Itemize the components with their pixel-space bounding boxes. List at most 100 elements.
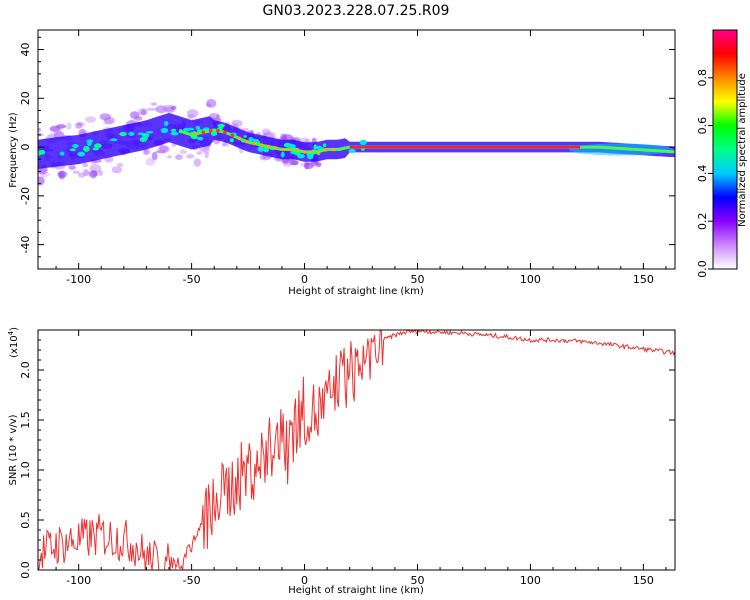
snr-series-line — [38, 330, 675, 570]
spectrogram-signal-blob — [171, 128, 177, 132]
spectrogram-peak-dot — [302, 150, 307, 154]
spectrogram-peak-dot — [288, 147, 292, 152]
x-tick-label: 50 — [410, 273, 424, 286]
x-tick-label: 150 — [633, 273, 654, 286]
spectrogram-noise-blob — [187, 109, 199, 118]
spectrogram-noise-blob — [196, 151, 202, 155]
spectrogram-signal-blob — [348, 148, 356, 153]
spectrogram-signal-blob — [170, 131, 179, 136]
spectrogram-noise-blob — [309, 160, 319, 167]
spectrogram-noise-blob — [82, 163, 88, 168]
spectrogram-noise-blob — [38, 127, 42, 132]
x-tick-label: 0 — [301, 574, 308, 587]
snr-y-axis-label: SNR (10 * v/v) — [8, 414, 19, 485]
spectrogram-noise-blob — [185, 154, 195, 159]
spectrogram-noise-blob — [221, 141, 228, 146]
spectrogram-noise-blob — [179, 149, 187, 155]
spectrogram-peak-dot — [259, 143, 264, 147]
spectrogram-noise-blob — [75, 122, 83, 129]
spectrogram-noise-blob — [56, 124, 67, 129]
spectrogram-signal-blob — [243, 135, 247, 138]
x-tick-label: 150 — [633, 574, 654, 587]
y-tick-label: -40 — [19, 236, 32, 254]
spectrogram-peak-dot — [266, 144, 271, 149]
spectrogram-signal-blob — [77, 151, 86, 157]
spectrogram-peak-dot — [310, 150, 314, 154]
spectrogram-noise-blob — [88, 170, 98, 179]
spectrogram-noise-blob — [158, 145, 170, 154]
spectrogram-signal-blob — [251, 138, 259, 142]
spectrogram-signal-blob — [183, 127, 191, 132]
x-tick-label: 100 — [520, 574, 541, 587]
spectrogram-peak-dot — [230, 133, 235, 138]
spectrogram-peak-dot — [208, 129, 213, 133]
x-tick-label: -100 — [66, 574, 91, 587]
spectrogram-noise-blob — [68, 165, 77, 170]
spectrogram-panel: -100 -50 0 50 100 150 -40 -20 0 20 40 Height of s… — [8, 29, 676, 297]
y-tick-label: 20 — [19, 91, 32, 105]
spectrogram-peak-dot — [216, 129, 220, 133]
spectrogram-peak-dot — [324, 147, 329, 152]
x-tick-label: 0 — [301, 273, 308, 286]
spectrogram-noise-blob — [99, 113, 112, 121]
y-tick-label: 1.5 — [19, 411, 32, 429]
snr-panel: -100 -50 0 50 100 150 0.0 0.5 1.0 1.5 2.0 Height … — [7, 327, 676, 596]
spectrogram-signal-blob — [39, 149, 46, 155]
spectrogram-noise-blob — [58, 170, 66, 180]
spectrogram-noise-blob — [282, 159, 293, 167]
spectrogram-noise-blob — [143, 149, 149, 155]
spectrogram-noise-blob — [66, 122, 72, 130]
spectrogram-signal-blob — [145, 134, 148, 141]
colorbar-tick-label: 0.6 — [696, 117, 709, 135]
y-tick-label: -20 — [19, 187, 32, 205]
spectrogram-peak-dot — [237, 136, 242, 141]
spectrogram-peak-dot — [331, 147, 336, 152]
spectrogram-signal-blob — [164, 121, 169, 126]
x-tick-label: -50 — [183, 273, 201, 286]
spectrogram-noise-blob — [171, 143, 176, 147]
spectrogram-noise-blob — [193, 158, 202, 167]
spectrogram-peak-dot — [273, 146, 278, 150]
y-tick-label: 1.0 — [19, 461, 32, 479]
spectrogram-peak-dot — [194, 132, 198, 136]
spectrogram-noise-blob — [89, 164, 102, 173]
colorbar-label: Normalized spectral amplitude — [737, 73, 748, 227]
spectrogram-noise-blob — [98, 170, 103, 176]
colorbar-tick-label: 0.4 — [696, 165, 709, 183]
spectrogram-noise-blob — [145, 157, 155, 166]
spectrogram-noise-blob — [117, 163, 124, 168]
spectrogram-noise-blob — [52, 128, 62, 136]
spectrogram-peak-dot — [252, 141, 256, 146]
figure-title: GN03.2023.228.07.25.R09 — [263, 3, 450, 19]
spectrogram-peak-dot — [223, 130, 227, 135]
colorbar-tick-label: 0.2 — [696, 212, 709, 230]
spectrogram-peak-dot — [281, 147, 285, 152]
spectrogram-signal-blob — [160, 127, 169, 134]
x-tick-label: 50 — [410, 574, 424, 587]
spectrogram-noise-blob — [167, 155, 172, 159]
spectrogram-noise-blob — [221, 143, 230, 147]
spectrogram-noise-blob — [261, 128, 271, 136]
spectrogram-noise-blob — [46, 172, 51, 177]
spectrogram-noise-blob — [150, 102, 157, 106]
x-tick-label: -100 — [66, 273, 91, 286]
spectrogram-noise-blob — [206, 99, 217, 108]
spectrogram-noise-blob — [204, 151, 209, 159]
spectrogram-signal-blob — [280, 151, 285, 158]
spectrogram-signal-blob — [146, 131, 154, 134]
spectrogram-marks — [38, 99, 675, 186]
spectrogram-signal-blob — [257, 146, 265, 152]
spectrogram-noise-blob — [77, 122, 85, 126]
spectrogram-signal-blob — [94, 143, 102, 149]
spectrogram-signal-blob — [69, 148, 76, 152]
spectrogram-signal-blob — [137, 132, 145, 136]
colorbar-ticks: 0.0 0.2 0.4 0.6 0.8 — [696, 69, 713, 278]
spectrogram-noise-blob — [316, 162, 322, 168]
y-tick-label: 40 — [19, 43, 32, 57]
spectrogram-noise-blob — [134, 116, 143, 121]
y-tick-label: 0.0 — [19, 561, 32, 579]
spectrogram-signal-blob — [86, 139, 94, 143]
spectrogram-noise-blob — [151, 151, 158, 161]
colorbar-tick-label: 0.0 — [696, 260, 709, 278]
